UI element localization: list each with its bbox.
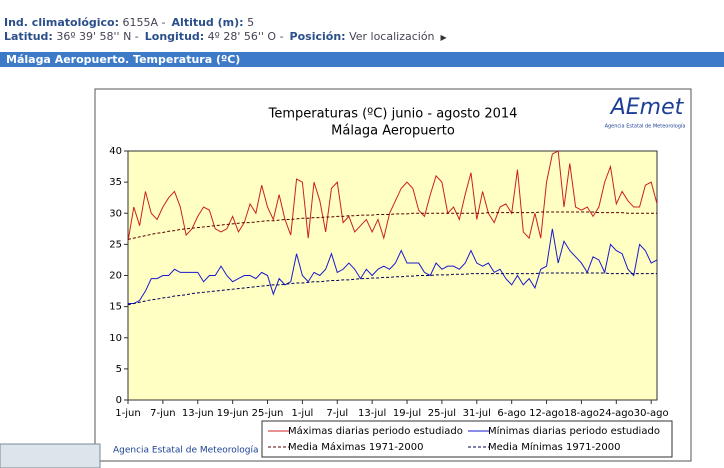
label: Ind. climatológico: <box>4 16 120 29</box>
x-tick-label: 30-ago <box>634 408 669 419</box>
location-link[interactable]: Ver localización <box>349 30 435 43</box>
x-tick-label: 6-ago <box>497 408 526 419</box>
legend-label: Media Mínimas 1971-2000 <box>488 441 621 453</box>
footer: Agencia Estatal de Meteorología <box>113 446 259 456</box>
legend-label: Mínimas diarias periodo estudiado <box>488 425 660 437</box>
y-tick-label: 10 <box>109 333 122 344</box>
data-line <box>128 228 658 305</box>
label: Altitud (m): <box>171 16 244 29</box>
chart-title: Temperaturas (ºC) junio - agosto 2014 <box>268 107 518 122</box>
legend-label: Máximas diarias periodo estudiado <box>288 425 463 437</box>
value: 6155A - <box>122 16 166 29</box>
x-tick-label: 19-jun <box>217 408 249 419</box>
logo-agency: Agencia Estatal de Meteorología <box>605 123 686 130</box>
x-tick-label: 7-jun <box>150 408 175 419</box>
x-tick-label: 1-jul <box>291 408 313 419</box>
x-tick-label: 13-jun <box>182 408 214 419</box>
chart-subtitle: Málaga Aeropuerto <box>331 124 455 139</box>
x-tick-label: 12-ago <box>529 408 564 419</box>
y-tick-label: 35 <box>109 177 122 188</box>
data-line <box>127 150 658 242</box>
legend-label: Media Máximas 1971-2000 <box>288 441 423 453</box>
data-line <box>127 272 657 306</box>
y-tick-label: 30 <box>109 208 122 219</box>
location-line: Latitud: 36º 39' 58'' N - Longitud: 4º 28… <box>4 30 453 43</box>
plot-area <box>127 150 658 401</box>
x-tick-label: 25-jul <box>428 408 456 419</box>
y-tick-label: 25 <box>109 239 122 250</box>
x-tick-label: 19-jul <box>393 408 421 419</box>
value: 4º 28' 56'' O - <box>207 30 284 43</box>
y-tick-label: 40 <box>109 146 122 157</box>
y-tick-label: 5 <box>116 364 122 375</box>
x-tick-label: 24-ago <box>599 408 634 419</box>
x-tick-label: 31-jul <box>463 408 491 419</box>
label: Latitud: <box>4 30 53 43</box>
y-tick-label: 0 <box>116 395 122 406</box>
y-tick-label: 20 <box>109 271 122 282</box>
arrow-icon: ▶ <box>440 33 447 42</box>
label: Longitud: <box>144 30 205 43</box>
value: 5 <box>247 16 255 29</box>
section-bar: Málaga Aeropuerto. Temperatura (ºC) <box>0 52 724 67</box>
label: Posición: <box>289 30 346 43</box>
logo: AEmet <box>609 95 685 120</box>
y-tick-label: 15 <box>109 302 122 313</box>
x-tick-label: 7-jul <box>326 408 348 419</box>
legend <box>261 420 673 458</box>
x-tick-label: 13-jul <box>358 408 386 419</box>
value: 36º 39' 58'' N - <box>56 30 139 43</box>
x-tick-label: 18-ago <box>564 408 599 419</box>
data-line <box>127 211 657 240</box>
x-tick-label: 25-jun <box>252 408 284 419</box>
x-tick-label: 1-jun <box>115 408 140 419</box>
station-line: Ind. climatológico: 6155A - Altitud (m): … <box>4 16 260 29</box>
thumbnail <box>0 443 101 468</box>
